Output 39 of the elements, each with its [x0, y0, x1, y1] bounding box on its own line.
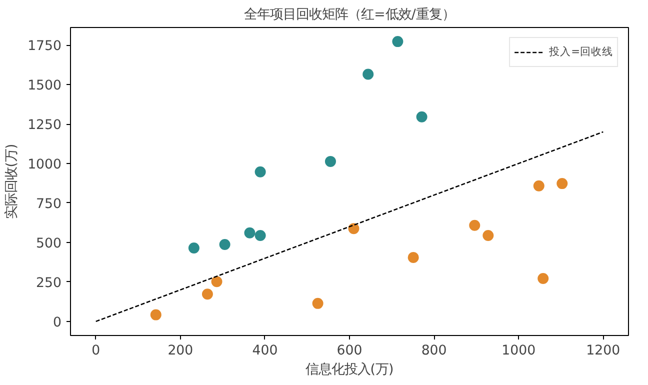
point — [533, 180, 544, 192]
point — [469, 220, 480, 231]
point — [254, 230, 266, 242]
chart-title: 全年项目回收矩阵（红=低效/重复） — [244, 8, 455, 22]
x-tick-label: 800 — [421, 344, 447, 358]
point — [211, 276, 222, 288]
point — [348, 223, 360, 234]
point — [219, 239, 230, 250]
y-tick-label: 750 — [36, 196, 62, 212]
point — [408, 252, 419, 263]
point — [482, 230, 494, 242]
x-tick-label: 600 — [336, 344, 362, 358]
x-axis-title: 信息化投入(万) — [305, 362, 394, 378]
y-tick-label: 1750 — [28, 39, 62, 54]
legend-label: 投入=回收线 — [549, 45, 613, 59]
x-tick-label: 0 — [92, 344, 100, 358]
y-tick-label: 1500 — [28, 78, 62, 94]
point — [188, 242, 200, 254]
y-tick-label: 1000 — [28, 157, 62, 172]
point — [538, 272, 549, 284]
point — [392, 36, 404, 48]
point — [324, 156, 336, 167]
x-tick-label: 400 — [252, 344, 278, 358]
y-tick-label: 250 — [36, 276, 62, 291]
point — [416, 111, 428, 122]
point — [362, 68, 374, 80]
y-tick-label: 500 — [36, 236, 62, 252]
point — [556, 178, 568, 190]
x-tick-label: 1000 — [502, 344, 536, 358]
x-tick-label: 200 — [168, 344, 194, 358]
x-tick-label: 1200 — [586, 344, 620, 358]
point — [312, 298, 324, 309]
y-tick-label: 1250 — [28, 118, 62, 134]
point — [150, 309, 162, 320]
point — [202, 288, 213, 300]
point — [254, 166, 266, 178]
y-tick-label: 0 — [53, 315, 62, 330]
y-axis-title: 实际回收(万) — [4, 144, 20, 220]
point — [244, 227, 256, 238]
